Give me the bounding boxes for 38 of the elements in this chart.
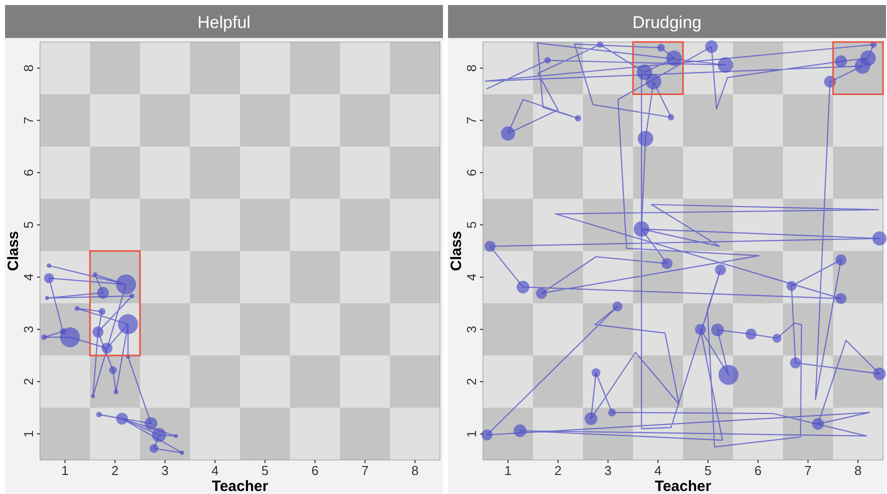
x-tick-label: 8 xyxy=(411,463,419,478)
x-tick-label: 6 xyxy=(754,463,762,478)
x-axis-title: Teacher xyxy=(654,478,712,494)
y-tick-label: 8 xyxy=(21,64,36,72)
x-tick-label: 5 xyxy=(261,463,269,478)
x-axis-title: Teacher xyxy=(212,478,268,494)
x-tick-label: 5 xyxy=(704,463,712,478)
x-tick-label: 2 xyxy=(111,463,119,478)
y-tick-label: 3 xyxy=(21,326,36,333)
x-tick-label: 1 xyxy=(504,463,512,478)
y-tick-label: 4 xyxy=(464,274,479,281)
y-tick-label: 5 xyxy=(464,221,479,228)
y-axis-title: Class xyxy=(448,230,465,272)
x-tick-label: 7 xyxy=(361,463,369,478)
y-tick-label: 2 xyxy=(464,378,479,386)
y-tick-label: 5 xyxy=(21,221,36,228)
y-tick-label: 1 xyxy=(464,430,479,438)
y-tick-label: 1 xyxy=(21,430,36,438)
chart-title: Helpful xyxy=(198,13,250,32)
x-tick-label: 4 xyxy=(654,463,662,478)
x-tick-label: 3 xyxy=(161,463,169,478)
chart-title: Drudging xyxy=(632,13,702,32)
x-tick-label: 1 xyxy=(61,463,69,478)
x-tick-label: 6 xyxy=(311,463,319,478)
y-tick-label: 7 xyxy=(464,116,479,124)
x-tick-label: 8 xyxy=(854,463,862,478)
y-tick-label: 6 xyxy=(21,169,36,176)
x-tick-label: 7 xyxy=(804,463,812,478)
y-tick-label: 6 xyxy=(464,169,479,176)
x-tick-label: 3 xyxy=(604,463,612,478)
y-tick-label: 2 xyxy=(21,378,36,386)
y-tick-label: 7 xyxy=(21,116,36,124)
y-tick-label: 4 xyxy=(21,274,36,281)
y-tick-label: 8 xyxy=(464,64,479,72)
y-tick-label: 3 xyxy=(464,326,479,333)
x-tick-label: 4 xyxy=(211,463,219,478)
x-tick-label: 2 xyxy=(554,463,562,478)
y-axis-title: Class xyxy=(5,230,22,272)
